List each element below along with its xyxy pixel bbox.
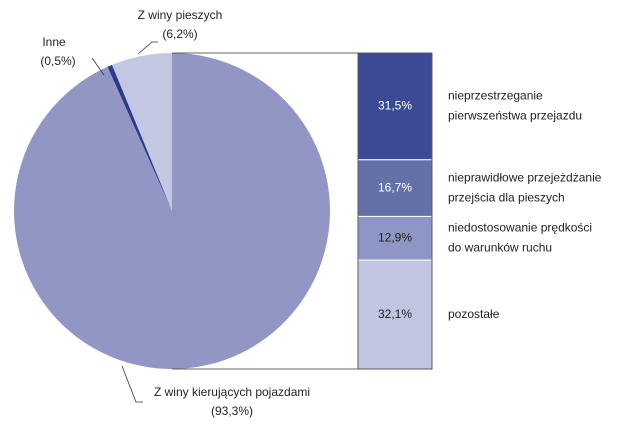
leader-line — [137, 41, 158, 55]
slice-value-label: (0,5%) — [40, 54, 75, 68]
bar-segment — [357, 52, 433, 161]
bar-category-label: niedostosowanie prędkości — [448, 220, 592, 234]
bar-category-label: do warunków ruchu — [448, 240, 552, 254]
bar-category-label: pierwszeństwa przejazdu — [448, 109, 582, 123]
bar-outline — [357, 52, 433, 370]
bar-category-label: przejścia dla pieszych — [448, 190, 565, 204]
pie-slice — [111, 53, 172, 211]
bar-value-label: 31,5% — [378, 99, 412, 113]
bar-category-label: pozostałe — [448, 307, 500, 321]
leader-line — [121, 365, 143, 403]
bar-value-label: 12,9% — [378, 230, 412, 244]
leader-line — [91, 57, 105, 76]
slice-label: Inne — [42, 35, 66, 49]
bar-value-label: 32,1% — [378, 307, 412, 321]
pie-slice — [14, 53, 330, 369]
slice-value-label: (93,3%) — [211, 404, 253, 418]
slice-value-label: (6,2%) — [162, 27, 197, 41]
slice-label: Z winy pieszych — [138, 8, 223, 22]
bar-value-label: 16,7% — [378, 180, 412, 194]
slice-label: Z winy kierujących pojazdami — [154, 385, 310, 399]
pie-slice — [107, 64, 172, 211]
bar-category-label: nieprzestrzeganie — [448, 89, 543, 103]
bar-category-label: nieprawidłowe przejeżdżanie — [448, 170, 602, 184]
